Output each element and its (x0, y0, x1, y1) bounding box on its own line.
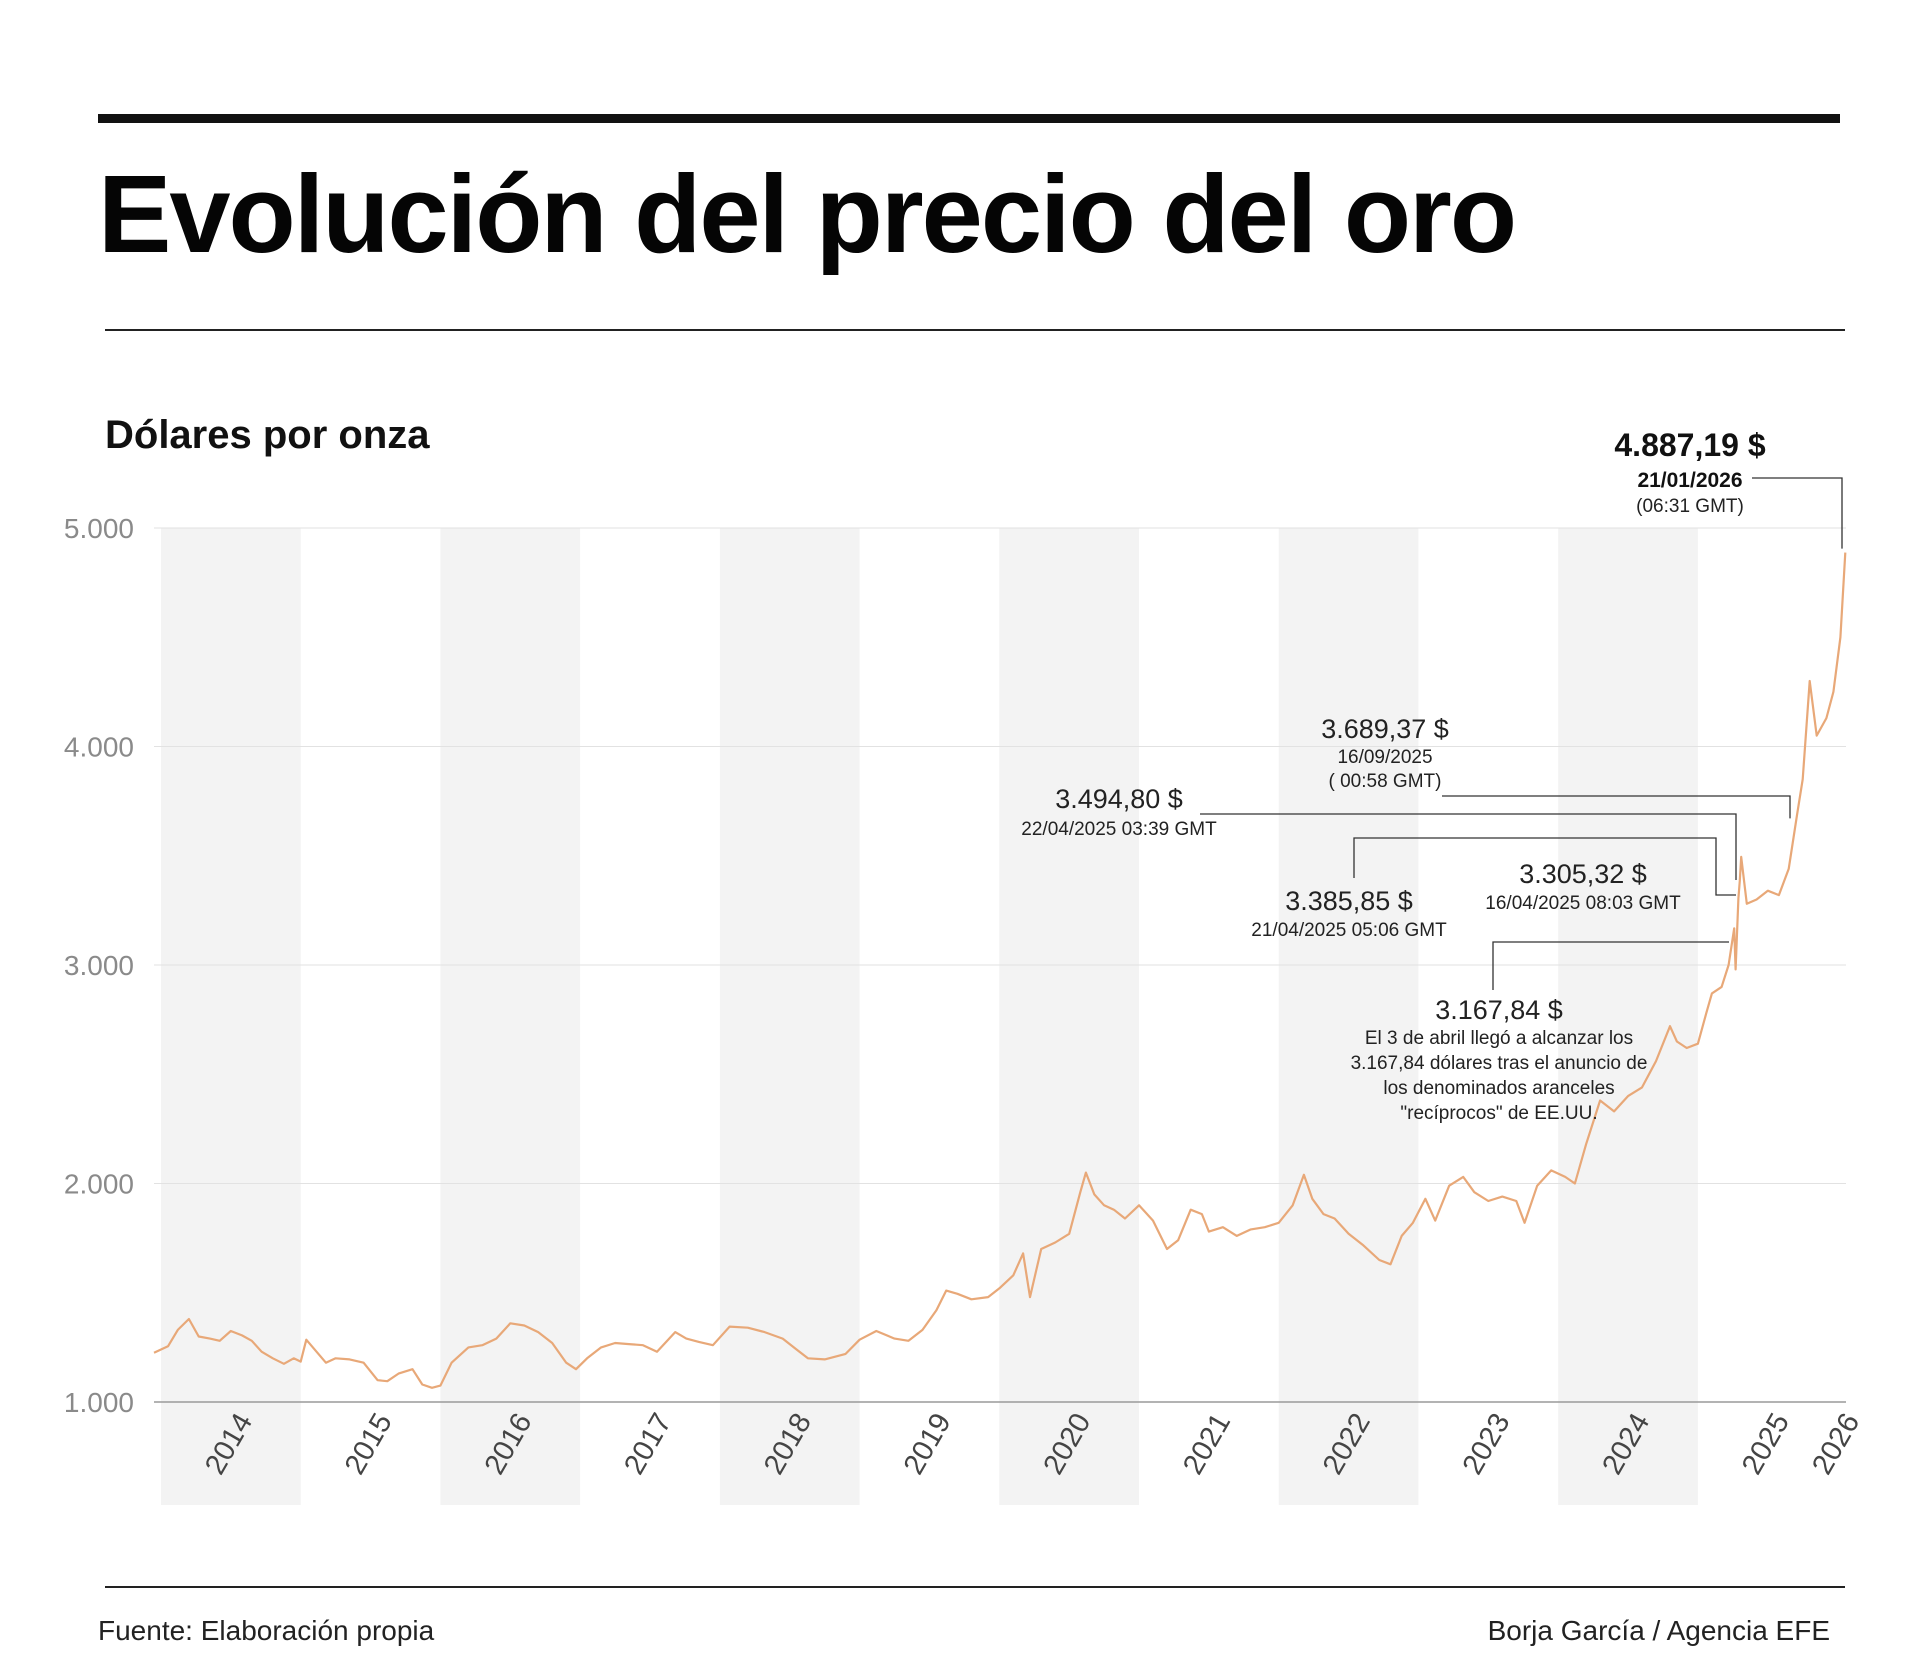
leader-3494 (1200, 813, 1737, 880)
year-band-2016 (440, 528, 581, 1505)
annotation-3689-date: 16/09/2025 (1337, 747, 1432, 768)
year-band-2024 (1558, 528, 1698, 1505)
annotation-3167-value: 3.167,84 $ (1435, 995, 1563, 1025)
y-tick-label: 1.000 (64, 1387, 134, 1418)
annotation-3305-date: 16/04/2025 08:03 GMT (1485, 893, 1681, 914)
x-tick-label: 2025 (1736, 1408, 1796, 1480)
annotation-3494-date: 22/04/2025 03:39 GMT (1021, 819, 1217, 840)
leader-peak (1752, 477, 1843, 549)
x-tick-label: 2021 (1177, 1408, 1237, 1480)
year-band-2020 (999, 528, 1140, 1505)
year-band-2018 (719, 528, 860, 1505)
annotation-3167-note-line: los denominados aranceles (1383, 1078, 1614, 1099)
x-tick-label: 2023 (1457, 1408, 1517, 1480)
annotation-3385-date: 21/04/2025 05:06 GMT (1251, 920, 1447, 941)
annotations: 4.887,19 $ 21/01/2026 (06:31 GMT) 3.689,37 … (1021, 427, 1766, 1124)
y-tick-label: 5.000 (64, 513, 134, 544)
annotation-peak-date: 21/01/2026 (1637, 469, 1742, 492)
footer-rule (105, 1586, 1845, 1588)
leader-3385 (1353, 837, 1736, 896)
y-tick-label: 3.000 (64, 950, 134, 981)
annotation-3167-note-line: "recíprocos" de EE.UU. (1400, 1103, 1597, 1124)
top-rule (98, 114, 1840, 123)
y-tick-label: 2.000 (64, 1169, 134, 1200)
y-tick-label: 4.000 (64, 732, 134, 763)
annotation-3167-note-line: El 3 de abril llegó a alcanzar los (1365, 1028, 1633, 1049)
year-bands (160, 528, 1698, 1505)
annotation-3689-time: ( 00:58 GMT) (1329, 771, 1442, 792)
x-tick-label: 2026 (1806, 1408, 1866, 1480)
annotation-3385-value: 3.385,85 $ (1285, 886, 1413, 916)
gridlines (154, 527, 1846, 1403)
chart-title: Evolución del precio del oro (98, 153, 1517, 276)
annotation-peak-time: (06:31 GMT) (1636, 496, 1744, 517)
annotation-leaders (1200, 477, 1843, 990)
annotation-peak-value: 4.887,19 $ (1614, 427, 1765, 463)
annotation-3689-value: 3.689,37 $ (1321, 714, 1449, 744)
annotation-3167-note-line: 3.167,84 dólares tras el anuncio de (1351, 1053, 1648, 1074)
year-band-2014 (160, 528, 301, 1505)
y-axis-ticks: 1.000 2.000 3.000 4.000 5.000 (64, 513, 134, 1418)
x-tick-label: 2019 (898, 1408, 958, 1480)
price-series-line (153, 552, 1847, 1389)
x-tick-label: 2015 (339, 1408, 399, 1480)
leader-3167 (1492, 941, 1729, 990)
y-axis-unit-label: Dólares por onza (105, 413, 430, 457)
x-tick-label: 2017 (618, 1408, 678, 1480)
source-note: Fuente: Elaboración propia (98, 1615, 435, 1646)
title-rule (105, 329, 1845, 331)
annotation-3494-value: 3.494,80 $ (1055, 784, 1183, 814)
author-credit: Borja García / Agencia EFE (1487, 1615, 1830, 1646)
annotation-3305-value: 3.305,32 $ (1519, 859, 1647, 889)
year-band-2022 (1278, 528, 1419, 1505)
leader-3689 (1442, 795, 1791, 819)
